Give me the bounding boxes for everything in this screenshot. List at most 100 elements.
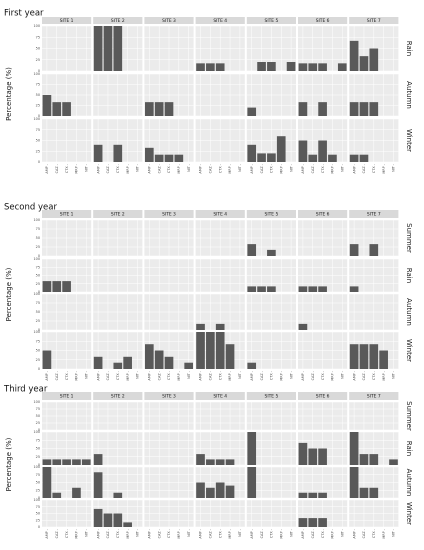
site-strip-label: SITE 3	[162, 18, 176, 24]
site-strip-label: SITE 7	[367, 18, 381, 24]
y-tick-label: 100	[34, 72, 40, 76]
x-tick-label: NIT -	[187, 163, 191, 172]
x-tick-label: CAZ -	[260, 528, 264, 538]
bar	[144, 102, 154, 116]
x-tick-label: NIT -	[84, 370, 88, 379]
y-axis-label: Percentage (%)	[5, 267, 13, 321]
bar	[267, 62, 276, 71]
bar	[93, 356, 103, 369]
x-tick-label: CAZ -	[311, 163, 315, 173]
y-tick-label: 50	[36, 481, 40, 485]
bar	[206, 459, 215, 465]
bar	[215, 63, 225, 71]
x-tick-label: CTX -	[167, 528, 171, 538]
y-tick-label: 100	[34, 465, 40, 469]
x-tick-label: AMP -	[45, 528, 49, 538]
bar	[308, 286, 318, 292]
bar	[308, 154, 318, 162]
bar	[42, 281, 52, 292]
site-strip-label: SITE 6	[316, 212, 330, 218]
site-strip	[298, 392, 348, 400]
bar	[308, 492, 318, 498]
site-strip	[195, 210, 245, 218]
x-tick-label: CAZ -	[55, 528, 59, 538]
x-tick-label: MRP -	[126, 370, 130, 380]
x-tick-label: NIT -	[392, 528, 396, 537]
x-tick-label: CAZ -	[106, 163, 110, 173]
bar	[298, 518, 308, 527]
site-strip	[195, 17, 245, 24]
y-tick-label: 50	[36, 47, 40, 51]
x-tick-label: CAZ -	[55, 370, 59, 380]
x-tick-label: NIT -	[392, 370, 396, 379]
x-tick-label: AMP -	[45, 163, 49, 173]
y-tick-label: 100	[34, 218, 40, 222]
bar	[72, 459, 81, 465]
bar	[123, 356, 132, 369]
season-label: Winter	[405, 502, 413, 525]
site-strip	[93, 210, 143, 218]
bar	[389, 459, 398, 465]
y-tick-label: 75	[36, 301, 40, 305]
y-tick-label: 50	[36, 414, 40, 418]
x-tick-label: CAZ -	[260, 163, 264, 173]
x-tick-label: NIT -	[136, 370, 140, 379]
x-tick-label: MRP -	[228, 370, 232, 380]
y-tick-label: 25	[36, 518, 40, 522]
site-strip-label: SITE 5	[265, 18, 279, 24]
chart-title: Third year	[3, 385, 48, 395]
x-tick-label: NIT -	[392, 163, 396, 172]
season-label: Winter	[405, 339, 413, 362]
bar	[93, 472, 103, 498]
site-strip-label: SITE 2	[111, 394, 125, 400]
bar	[42, 350, 52, 369]
y-tick-label: 100	[34, 498, 40, 502]
x-tick-label: AMP -	[352, 528, 356, 538]
y-tick-label: 25	[36, 421, 40, 425]
x-tick-label: MRP -	[382, 163, 386, 173]
x-tick-label: CTX -	[218, 163, 222, 173]
bar	[154, 102, 164, 116]
x-tick-label: MRP -	[279, 163, 283, 173]
x-tick-label: AMP -	[96, 370, 100, 380]
bar	[257, 286, 266, 292]
y-tick-label: 50	[36, 512, 40, 516]
bar	[328, 154, 337, 162]
bar	[93, 144, 103, 162]
y-tick-label: 75	[36, 438, 40, 442]
season-label: Rain	[405, 41, 413, 56]
bar	[225, 485, 235, 498]
bar	[349, 102, 359, 116]
site-strip-label: SITE 4	[213, 394, 227, 400]
x-tick-label: MRP -	[382, 528, 386, 538]
bar	[247, 362, 257, 369]
bar	[42, 95, 52, 116]
bar	[93, 508, 103, 527]
bar	[359, 487, 369, 498]
bar	[359, 154, 369, 162]
y-tick-label: 50	[36, 349, 40, 353]
site-strip	[42, 210, 92, 218]
season-label: Autumn	[405, 298, 413, 326]
bar	[359, 454, 369, 465]
bar	[286, 62, 296, 71]
x-tick-label: AMP -	[45, 370, 49, 380]
y-tick-label: 0	[38, 160, 40, 164]
site-strip-label: SITE 4	[213, 212, 227, 218]
bar	[225, 459, 235, 465]
site-strip-label: SITE 2	[111, 212, 125, 218]
season-label: Summer	[405, 401, 413, 431]
x-tick-label: CAZ -	[157, 528, 161, 538]
x-tick-label: NIT -	[136, 163, 140, 172]
x-tick-label: MRP -	[177, 163, 181, 173]
x-tick-label: CAZ -	[106, 528, 110, 538]
x-tick-label: MRP -	[279, 370, 283, 380]
x-tick-label: CTX -	[270, 163, 274, 173]
y-tick-label: 0	[38, 367, 40, 371]
y-tick-label: 50	[36, 93, 40, 97]
site-strip	[144, 210, 194, 218]
site-strip-label: SITE 5	[265, 394, 279, 400]
bar	[52, 492, 62, 498]
y-tick-label: 25	[36, 58, 40, 62]
y-tick-label: 0	[38, 69, 40, 73]
